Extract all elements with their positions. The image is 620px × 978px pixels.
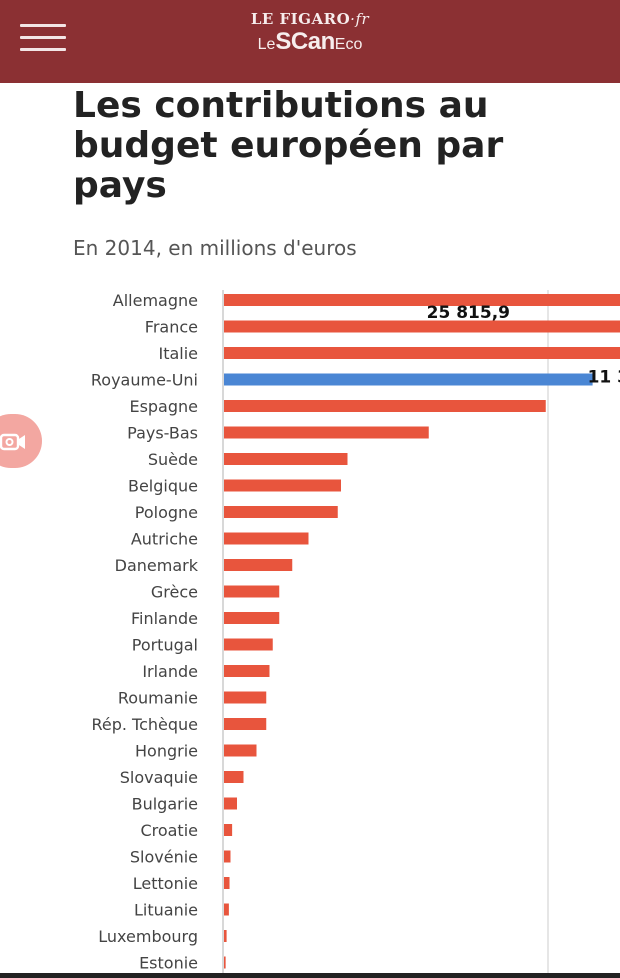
- category-label: Allemagne: [113, 291, 198, 310]
- category-label: Rép. Tchèque: [91, 715, 198, 734]
- logo-figaro-text: LE FIGARO: [250, 10, 351, 28]
- top-bar: LE FIGARO·fr LeSCanEco: [0, 0, 620, 83]
- logo-scan: SCan: [275, 28, 335, 55]
- bar: [224, 320, 620, 333]
- category-label: Slovaquie: [120, 768, 198, 787]
- category-label: Danemark: [115, 556, 199, 575]
- category-label: Estonie: [139, 954, 198, 973]
- category-label: Lituanie: [134, 901, 198, 920]
- category-label: Slovénie: [130, 848, 198, 867]
- category-label: Pologne: [135, 503, 198, 522]
- category-label: France: [145, 318, 198, 337]
- hamburger-menu-icon[interactable]: [20, 24, 66, 54]
- bar: [224, 824, 233, 836]
- bar: [224, 453, 348, 465]
- logo-figaro-suffix: ·fr: [350, 10, 370, 28]
- category-label: Hongrie: [135, 742, 198, 761]
- bar: [224, 426, 429, 439]
- bar: [224, 877, 230, 889]
- bar-chart: Allemagne France Italie Royaume-Uni Espagne P…: [91, 290, 620, 973]
- menu-line: [20, 36, 66, 39]
- camera-icon: [0, 433, 25, 451]
- category-label: Roumanie: [118, 689, 198, 708]
- category-label: Luxembourg: [98, 927, 198, 946]
- bar: [224, 638, 273, 651]
- category-label: Italie: [158, 344, 198, 363]
- bar: [224, 559, 293, 571]
- bar: [224, 850, 231, 863]
- bar: [224, 903, 229, 916]
- data-label: 25 815,9: [427, 303, 510, 323]
- bar: [224, 797, 237, 810]
- bar: [224, 506, 338, 518]
- bar: [224, 930, 227, 942]
- bar: [224, 585, 280, 598]
- logo-eco: Eco: [334, 36, 363, 53]
- bottom-edge: [0, 973, 620, 978]
- menu-line: [20, 48, 66, 51]
- site-logo[interactable]: LE FIGARO·fr LeSCanEco: [200, 10, 420, 57]
- bar: [224, 691, 267, 704]
- chart-subtitle: En 2014, en millions d'euros: [73, 236, 357, 260]
- bar: [224, 665, 270, 677]
- category-label: Espagne: [129, 397, 198, 416]
- category-label: Belgique: [128, 477, 198, 496]
- bar: [224, 771, 244, 783]
- bar: [224, 479, 341, 492]
- logo-le: Le: [257, 36, 276, 53]
- category-label: Suède: [148, 450, 198, 469]
- category-label: Lettonie: [133, 874, 198, 893]
- category-label: Croatie: [140, 821, 198, 840]
- data-label: 11 341,6: [588, 368, 620, 388]
- chart-title: Les contributions au budget européen par…: [73, 85, 504, 206]
- bar: [224, 744, 257, 757]
- category-label: Irlande: [142, 662, 198, 681]
- category-label: Portugal: [132, 636, 198, 655]
- logo-lescan-eco: LeSCanEco: [200, 30, 420, 57]
- bar: [224, 612, 280, 624]
- logo-figaro: LE FIGARO·fr: [200, 10, 420, 28]
- category-label: Bulgarie: [132, 795, 198, 814]
- bar: [224, 532, 309, 545]
- bar: [224, 347, 620, 359]
- bar: [224, 718, 267, 730]
- category-label: Finlande: [131, 609, 198, 628]
- category-label: Pays-Bas: [127, 424, 198, 443]
- category-label: Grèce: [151, 583, 198, 602]
- bar: [224, 373, 593, 386]
- menu-line: [20, 24, 66, 27]
- video-camera-button[interactable]: [0, 414, 42, 468]
- bar: [224, 400, 546, 412]
- bar: [224, 956, 226, 969]
- category-label: Royaume-Uni: [91, 371, 198, 390]
- category-label: Autriche: [131, 530, 198, 549]
- bar: [224, 294, 620, 306]
